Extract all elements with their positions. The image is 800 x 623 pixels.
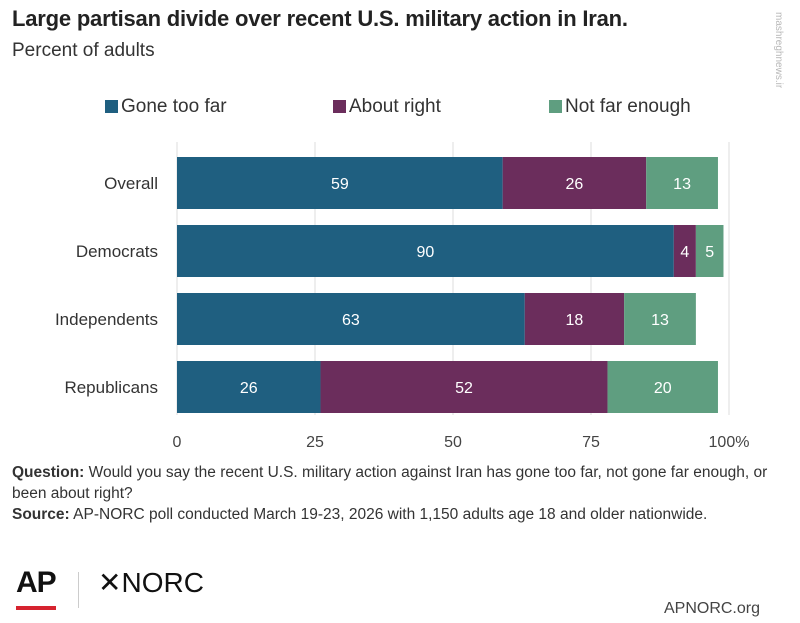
category-label: Republicans — [64, 378, 158, 397]
ap-logo: AP — [16, 566, 57, 599]
data-label: 59 — [331, 176, 349, 193]
chart-subtitle: Percent of adults — [12, 40, 155, 61]
logo-divider — [78, 572, 79, 608]
bar-segment — [177, 361, 321, 413]
data-label: 63 — [342, 312, 360, 329]
site-url: APNORC.org — [663, 600, 760, 617]
bar-segment — [320, 361, 608, 413]
bar-segment — [177, 225, 674, 277]
source-text: AP-NORC poll conducted March 19-23, 2026… — [69, 506, 708, 523]
ap-logo-underline — [16, 606, 56, 610]
data-label: 13 — [673, 176, 691, 193]
question-note: Question: Would you say the recent U.S. … — [12, 462, 782, 504]
x-tick-label: 100% — [709, 434, 750, 451]
x-tick-label: 25 — [306, 434, 324, 451]
norc-logo-text: NORC — [121, 567, 204, 598]
chart-notes: Question: Would you say the recent U.S. … — [12, 462, 782, 525]
category-label: Democrats — [76, 242, 158, 261]
bar-segment — [177, 293, 525, 345]
question-text: Would you say the recent U.S. military a… — [12, 464, 768, 502]
data-label: 5 — [705, 244, 714, 261]
data-label: 52 — [455, 380, 473, 397]
legend-label: Gone too far — [121, 96, 227, 117]
category-label: Overall — [104, 174, 158, 193]
source-label: Source: — [12, 506, 70, 523]
data-label: 90 — [417, 244, 435, 261]
data-label: 26 — [566, 176, 584, 193]
bar-segment — [177, 157, 503, 209]
legend-swatch — [105, 100, 118, 113]
legend-swatch — [333, 100, 346, 113]
data-label: 13 — [651, 312, 669, 329]
bar-segment — [624, 293, 696, 345]
data-label: 18 — [566, 312, 584, 329]
x-tick-label: 50 — [444, 434, 462, 451]
bar-segment — [673, 225, 696, 277]
norc-star-icon: ✕ — [98, 567, 122, 598]
category-label: Independents — [55, 310, 158, 329]
x-tick-label: 0 — [173, 434, 182, 451]
bar-segment — [695, 225, 724, 277]
legend-label: Not far enough — [565, 96, 691, 117]
source-note: Source: AP-NORC poll conducted March 19-… — [12, 504, 782, 525]
stacked-bar-chart: Gone too far About right Not far enough 0 25… — [55, 96, 750, 451]
bar-segment — [607, 361, 718, 413]
data-label: 26 — [240, 380, 258, 397]
watermark-logo: mashreghnews.ir — [773, 12, 784, 89]
chart-title: Large partisan divide over recent U.S. m… — [12, 6, 628, 31]
data-label: 20 — [654, 380, 672, 397]
legend-label: About right — [349, 96, 442, 117]
norc-logo: ✕NORC — [98, 566, 204, 599]
legend-swatch — [549, 100, 562, 113]
watermark-text: mashreghnews.ir — [773, 12, 784, 89]
bar-segment — [646, 157, 718, 209]
question-label: Question: — [12, 464, 85, 481]
x-tick-label: 75 — [582, 434, 600, 451]
bar-segment — [502, 157, 647, 209]
bar-segment — [524, 293, 625, 345]
data-label: 4 — [680, 244, 689, 261]
